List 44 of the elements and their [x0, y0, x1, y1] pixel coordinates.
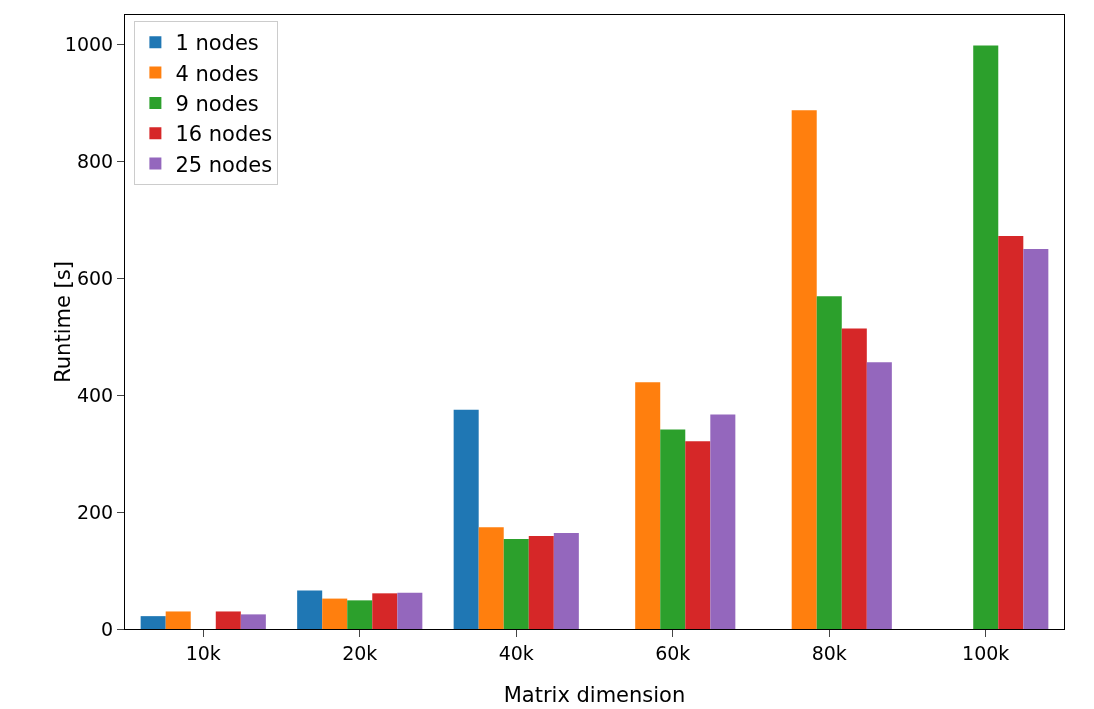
- y-tick-label: 200: [76, 500, 114, 523]
- bar: [660, 429, 686, 629]
- bar: [372, 593, 398, 629]
- y-tick-label: 600: [76, 266, 114, 289]
- x-tick-label: 10k: [185, 641, 221, 664]
- legend-label: 1 nodes: [175, 31, 259, 56]
- legend-label: 16 nodes: [175, 122, 273, 147]
- bar: [553, 533, 579, 629]
- y-tick-label: 400: [76, 383, 114, 406]
- bar: [240, 614, 266, 629]
- bar: [866, 362, 892, 629]
- bar: [685, 441, 711, 629]
- x-tick-label: 60k: [655, 641, 691, 664]
- bar: [297, 590, 323, 629]
- bar: [503, 538, 529, 629]
- bar: [397, 592, 423, 629]
- x-tick-label: 80k: [811, 641, 847, 664]
- bar: [841, 328, 867, 629]
- y-tick-label: 0: [101, 617, 114, 640]
- x-tick-label: 100k: [962, 641, 1010, 664]
- bar: [1023, 248, 1049, 629]
- x-axis-title: Matrix dimension: [503, 683, 686, 707]
- bar: [791, 110, 817, 629]
- legend-label: 9 nodes: [175, 92, 259, 117]
- bar: [998, 236, 1024, 629]
- bar: [710, 414, 736, 629]
- bar: [347, 600, 373, 629]
- bar: [478, 527, 504, 629]
- bar: [528, 536, 554, 629]
- y-tick-label: 800: [76, 149, 114, 172]
- bar: [453, 409, 479, 629]
- x-tick-label: 20k: [342, 641, 378, 664]
- y-tick-label: 1000: [64, 32, 114, 55]
- x-tick-label: 40k: [498, 641, 534, 664]
- bar: [973, 45, 999, 629]
- bar: [215, 611, 241, 629]
- bar: [322, 598, 348, 629]
- legend-label: 25 nodes: [175, 152, 273, 177]
- y-axis-title: Runtime [s]: [50, 261, 75, 383]
- legend-label: 4 nodes: [175, 61, 259, 86]
- bar: [165, 611, 191, 629]
- bar: [635, 382, 661, 629]
- bar: [816, 296, 842, 629]
- bar: [140, 616, 166, 629]
